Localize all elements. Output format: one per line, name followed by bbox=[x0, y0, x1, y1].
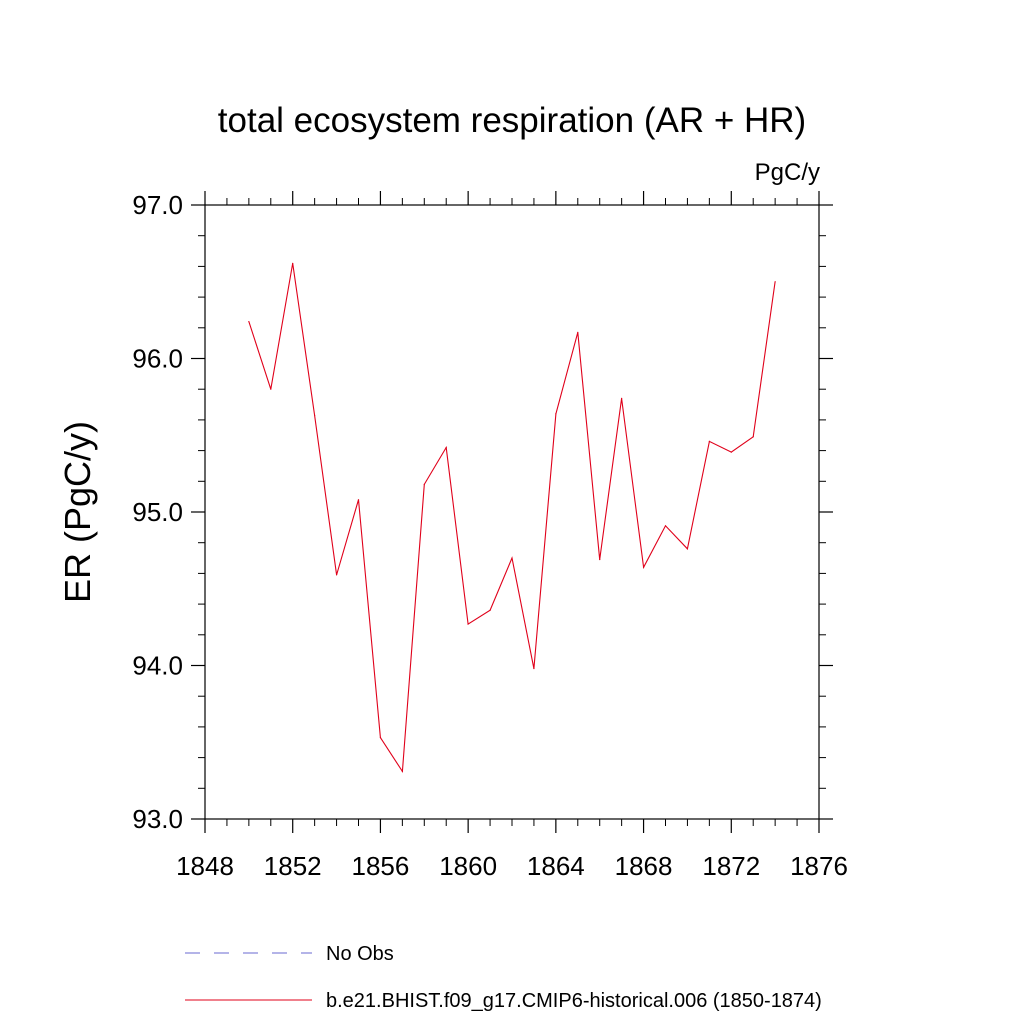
data-point bbox=[664, 525, 667, 527]
data-point bbox=[248, 321, 250, 323]
x-tick-label: 1856 bbox=[352, 851, 410, 881]
x-tick-label: 1852 bbox=[264, 851, 322, 881]
x-tick-label: 1868 bbox=[615, 851, 673, 881]
x-tick-label: 1876 bbox=[790, 851, 848, 881]
data-point bbox=[533, 667, 535, 670]
x-tick-label: 1872 bbox=[702, 851, 760, 881]
data-point bbox=[270, 388, 272, 390]
legend: No Obs b.e21.BHIST.f09_g17.CMIP6-histori… bbox=[185, 943, 822, 1012]
data-point bbox=[292, 262, 294, 264]
data-point bbox=[642, 566, 645, 568]
y-tick-label: 97.0 bbox=[132, 190, 183, 220]
chart-title: total ecosystem respiration (AR + HR) bbox=[218, 101, 806, 140]
data-point bbox=[379, 737, 382, 739]
units-label: PgC/y bbox=[755, 159, 820, 186]
series-layer bbox=[248, 262, 776, 774]
data-point bbox=[357, 499, 360, 501]
x-tick-label: 1848 bbox=[176, 851, 234, 881]
data-point bbox=[621, 397, 623, 400]
data-point bbox=[401, 770, 403, 773]
series-line bbox=[248, 263, 776, 774]
data-point bbox=[599, 558, 601, 561]
data-point bbox=[730, 451, 732, 453]
data-point bbox=[423, 483, 425, 485]
data-point bbox=[335, 574, 338, 576]
x-tick-label: 1864 bbox=[527, 851, 585, 881]
axis-ticks: 1848 1852 1856 1860 1864 1868 1872 1876 93.0 94.0… bbox=[132, 190, 848, 881]
data-point bbox=[467, 623, 469, 625]
data-point bbox=[489, 609, 491, 611]
y-tick-label: 96.0 bbox=[132, 344, 183, 374]
data-point bbox=[555, 413, 557, 415]
x-tick-label: 1860 bbox=[439, 851, 497, 881]
y-tick-label: 94.0 bbox=[132, 651, 183, 681]
data-point bbox=[752, 436, 754, 438]
data-point bbox=[445, 446, 447, 449]
legend-label-historical: b.e21.BHIST.f09_g17.CMIP6-historical.006… bbox=[326, 990, 822, 1012]
data-point bbox=[577, 331, 579, 334]
data-point bbox=[686, 548, 689, 550]
data-point bbox=[511, 557, 513, 559]
data-point bbox=[314, 414, 316, 416]
y-tick-label: 95.0 bbox=[132, 497, 183, 527]
y-axis-label: ER (PgC/y) bbox=[57, 421, 98, 603]
data-point bbox=[774, 281, 776, 283]
y-tick-label: 93.0 bbox=[132, 804, 183, 834]
data-point bbox=[708, 440, 710, 442]
legend-label-no-obs: No Obs bbox=[326, 943, 394, 965]
